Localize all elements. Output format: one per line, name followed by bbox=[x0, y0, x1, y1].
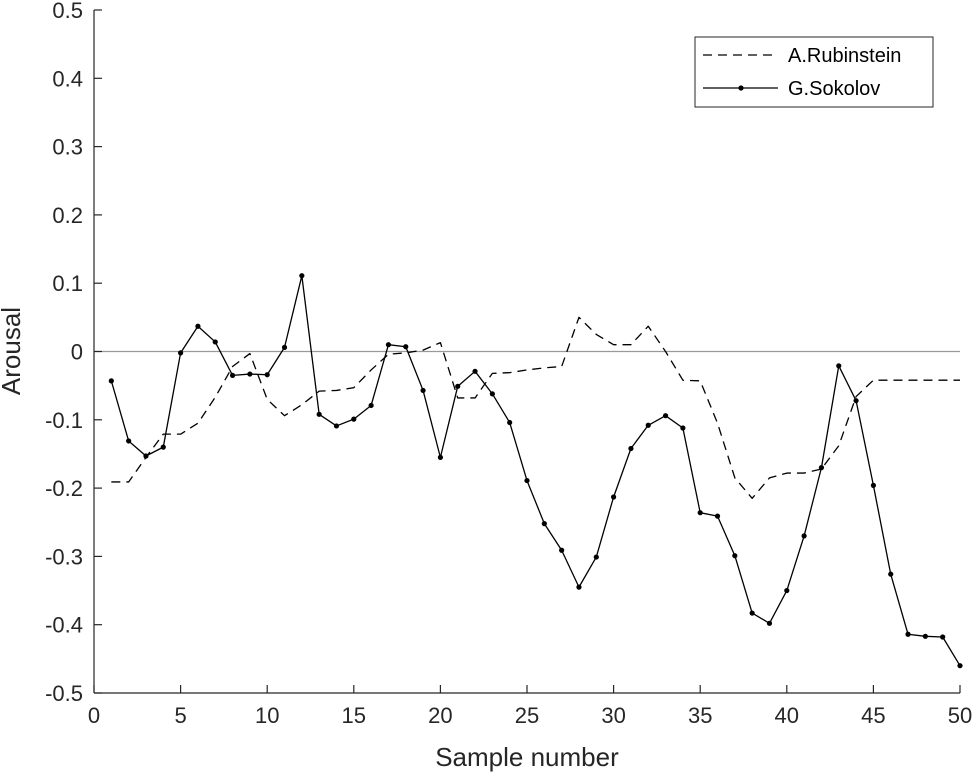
data-point-g-sokolov bbox=[940, 634, 946, 640]
y-tick-label: -0.3 bbox=[45, 544, 83, 569]
data-point-g-sokolov bbox=[420, 387, 426, 394]
data-point-g-sokolov bbox=[922, 633, 928, 639]
data-point-g-sokolov bbox=[195, 323, 201, 329]
data-point-g-sokolov bbox=[403, 344, 409, 350]
legend-label-rubinstein: A.Rubinstein bbox=[788, 45, 901, 67]
data-point-g-sokolov bbox=[662, 413, 669, 419]
data-point-g-sokolov bbox=[541, 521, 547, 527]
series-layer bbox=[108, 273, 963, 669]
data-point-g-sokolov bbox=[524, 477, 530, 484]
data-point-g-sokolov bbox=[818, 465, 825, 471]
y-tick-label: 0.2 bbox=[52, 203, 83, 228]
data-point-g-sokolov bbox=[212, 339, 218, 345]
y-tick-label: 0.1 bbox=[52, 271, 83, 296]
data-point-g-sokolov bbox=[870, 482, 877, 488]
data-point-g-sokolov bbox=[645, 422, 651, 428]
data-point-g-sokolov bbox=[714, 513, 721, 519]
data-point-g-sokolov bbox=[680, 425, 686, 431]
data-point-g-sokolov bbox=[385, 342, 392, 348]
x-tick-label: 10 bbox=[255, 703, 279, 728]
data-point-g-sokolov bbox=[247, 371, 253, 377]
data-point-g-sokolov bbox=[836, 363, 842, 369]
data-point-g-sokolov bbox=[853, 398, 859, 404]
data-point-g-sokolov bbox=[576, 584, 582, 590]
y-tick-label: 0.3 bbox=[52, 135, 83, 160]
data-point-g-sokolov bbox=[281, 344, 288, 351]
data-point-g-sokolov bbox=[108, 378, 114, 384]
data-point-g-sokolov bbox=[455, 383, 461, 389]
data-point-g-sokolov bbox=[957, 663, 963, 669]
x-tick-label: 20 bbox=[428, 703, 452, 728]
data-point-g-sokolov bbox=[801, 533, 807, 539]
legend-marker-sokolov bbox=[738, 85, 744, 91]
data-point-g-sokolov bbox=[178, 350, 184, 356]
data-point-g-sokolov bbox=[316, 411, 322, 417]
x-tick-label: 45 bbox=[861, 703, 885, 728]
data-point-g-sokolov bbox=[351, 416, 357, 422]
x-tick-label: 30 bbox=[601, 703, 625, 728]
data-point-g-sokolov bbox=[766, 620, 773, 626]
x-tick-label: 35 bbox=[688, 703, 712, 728]
data-point-g-sokolov bbox=[299, 273, 305, 279]
data-point-g-sokolov bbox=[333, 423, 340, 429]
data-point-g-sokolov bbox=[611, 494, 617, 500]
data-point-g-sokolov bbox=[143, 453, 149, 459]
x-tick-label: 5 bbox=[174, 703, 186, 728]
data-point-g-sokolov bbox=[229, 372, 236, 379]
legend: A.Rubinstein G.Sokolov bbox=[694, 36, 934, 108]
data-point-g-sokolov bbox=[888, 571, 894, 577]
x-axis-title: Sample number bbox=[435, 742, 619, 772]
data-point-g-sokolov bbox=[264, 372, 270, 378]
data-point-g-sokolov bbox=[559, 547, 565, 553]
data-point-g-sokolov bbox=[437, 454, 443, 460]
y-tick-label: 0.5 bbox=[52, 0, 83, 23]
y-tick-label: -0.2 bbox=[45, 476, 83, 501]
y-tick-label: 0 bbox=[71, 340, 83, 365]
x-tick-label: 40 bbox=[775, 703, 799, 728]
y-tick-label: -0.1 bbox=[45, 408, 83, 433]
y-tick-label: 0.4 bbox=[52, 66, 83, 91]
data-point-g-sokolov bbox=[697, 510, 703, 516]
data-point-g-sokolov bbox=[368, 402, 374, 409]
series-line-a-rubinstein bbox=[111, 316, 960, 499]
legend-label-sokolov: G.Sokolov bbox=[788, 78, 880, 100]
x-tick-label: 0 bbox=[88, 703, 100, 728]
y-tick-label: -0.5 bbox=[45, 681, 83, 706]
x-tick-label: 50 bbox=[948, 703, 972, 728]
data-point-g-sokolov bbox=[472, 368, 478, 374]
y-axis-ticks: -0.5 -0.4 -0.3 -0.2 -0.1 0 0.1 0.2 0.3 0.4 0.5 bbox=[45, 0, 102, 706]
data-point-g-sokolov bbox=[905, 631, 911, 637]
data-point-g-sokolov bbox=[126, 438, 132, 444]
data-point-g-sokolov bbox=[160, 444, 166, 450]
data-point-g-sokolov bbox=[593, 554, 599, 560]
data-point-g-sokolov bbox=[732, 553, 738, 559]
x-tick-label: 15 bbox=[342, 703, 366, 728]
data-point-g-sokolov bbox=[489, 391, 495, 397]
data-point-g-sokolov bbox=[507, 419, 513, 426]
data-point-g-sokolov bbox=[784, 587, 790, 594]
data-point-g-sokolov bbox=[749, 610, 755, 616]
y-tick-label: -0.4 bbox=[45, 613, 83, 638]
x-tick-label: 25 bbox=[515, 703, 539, 728]
data-point-g-sokolov bbox=[628, 445, 634, 452]
legend-box bbox=[694, 36, 934, 108]
y-axis-title: Arousal bbox=[0, 307, 26, 395]
series-line-g-sokolov bbox=[110, 275, 961, 667]
x-axis-ticks: 0 5 10 15 20 25 30 35 40 45 50 bbox=[88, 685, 972, 728]
